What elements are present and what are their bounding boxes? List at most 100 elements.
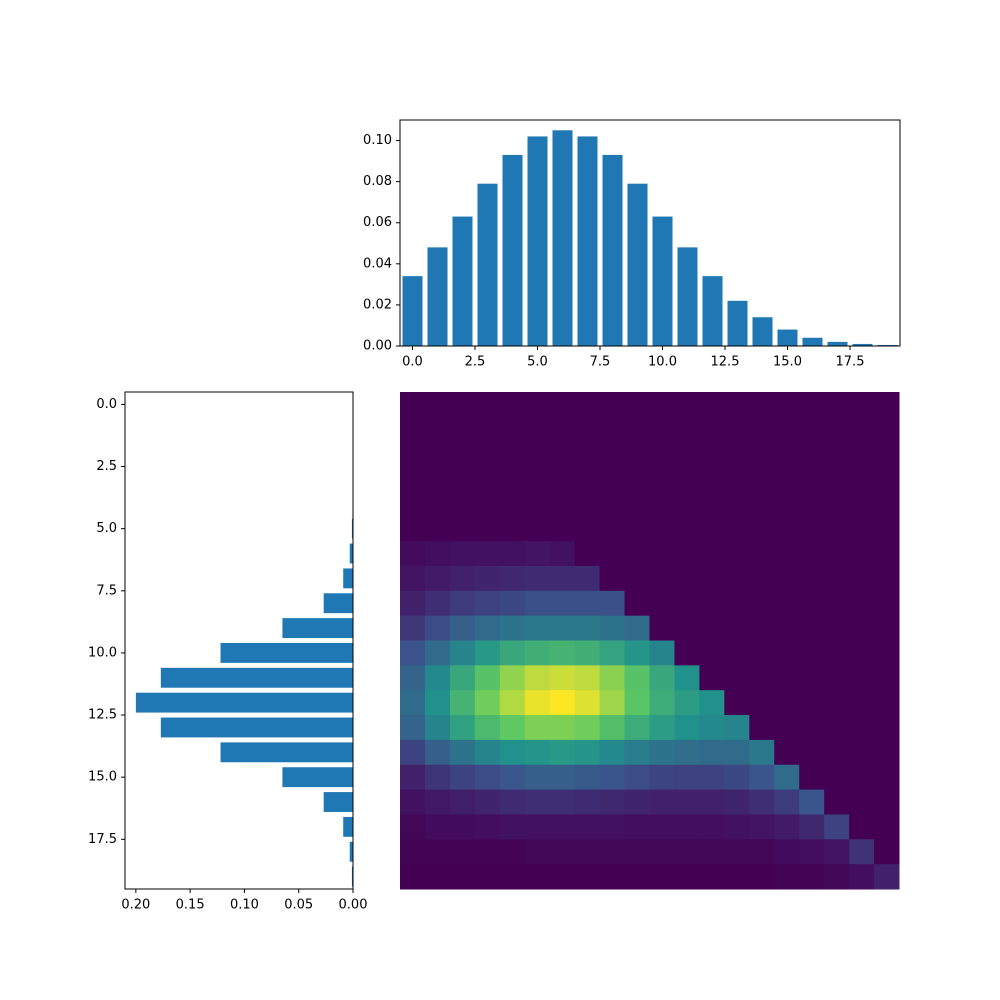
heatmap-cell	[474, 764, 501, 791]
heatmap-cell	[824, 665, 850, 691]
heatmap-cell	[774, 814, 800, 840]
heatmap-cell	[574, 814, 601, 840]
heatmap-cell	[574, 565, 601, 592]
heatmap-cell	[474, 640, 501, 666]
bar	[220, 642, 353, 663]
bar	[427, 247, 448, 346]
bar	[652, 216, 673, 346]
heatmap-cell	[699, 491, 725, 517]
heatmap-cell	[624, 416, 650, 443]
heatmap-cell	[599, 541, 626, 567]
heatmap-cell	[449, 690, 476, 716]
heatmap-cell	[824, 615, 850, 641]
heatmap-cell	[649, 392, 675, 418]
heatmap-cell	[424, 715, 451, 741]
bar	[677, 247, 698, 346]
bar	[349, 841, 353, 862]
heatmap-cell	[849, 590, 875, 617]
y-tick-label: 0.08	[363, 174, 392, 189]
heatmap-cell	[400, 590, 426, 617]
heatmap-cell	[824, 715, 850, 741]
heatmap-cell	[874, 789, 900, 815]
bar	[627, 183, 648, 346]
heatmap	[400, 392, 900, 890]
heatmap-cell	[400, 516, 426, 542]
y-tick-label: 2.5	[96, 459, 117, 474]
heatmap-cell	[749, 665, 775, 691]
heatmap-cell	[774, 739, 800, 766]
heatmap-cell	[524, 441, 551, 468]
heatmap-cell	[749, 565, 775, 592]
axis-frame	[124, 391, 354, 890]
heatmap-cell	[624, 739, 650, 766]
heatmap-cell	[424, 690, 451, 716]
bar	[452, 216, 473, 346]
heatmap-cell	[674, 491, 700, 517]
heatmap-cell	[424, 640, 451, 666]
heatmap-cell	[849, 491, 875, 517]
heatmap-cell	[474, 466, 501, 492]
x-tick-label: 0.20	[121, 898, 150, 913]
heatmap-cell	[824, 864, 850, 890]
x-tick-label: 0.00	[339, 898, 368, 913]
heatmap-cell	[649, 814, 675, 840]
y-tick-label: 0.02	[363, 297, 392, 312]
heatmap-cell	[574, 690, 601, 716]
heatmap-cell	[724, 466, 750, 492]
heatmap-cell	[799, 640, 825, 666]
bar	[702, 276, 723, 346]
heatmap-cell	[649, 565, 675, 592]
heatmap-cell	[499, 441, 526, 468]
heatmap-cell	[849, 392, 875, 418]
heatmap-cell	[674, 739, 700, 766]
heatmap-cell	[799, 491, 825, 517]
heatmap-cell	[674, 416, 700, 443]
heatmap-cell	[749, 516, 775, 542]
heatmap-cell	[624, 789, 650, 815]
heatmap-cell	[799, 764, 825, 791]
heatmap-cell	[849, 789, 875, 815]
heatmap-cell	[674, 640, 700, 666]
heatmap-cell	[449, 715, 476, 741]
heatmap-cell	[824, 541, 850, 567]
heatmap-cell	[699, 565, 725, 592]
heatmap-cell	[524, 416, 551, 443]
bar	[135, 692, 353, 713]
heatmap-cell	[874, 640, 900, 666]
heatmap-cell	[499, 590, 526, 617]
heatmap-cell	[824, 516, 850, 542]
heatmap-cell	[524, 491, 551, 517]
heatmap-cell	[724, 690, 750, 716]
heatmap-cell	[674, 466, 700, 492]
y-tick-label: 5.0	[96, 521, 117, 536]
bar	[527, 136, 548, 346]
heatmap-cell	[874, 814, 900, 840]
heatmap-cell	[474, 541, 501, 567]
heatmap-cell	[874, 491, 900, 517]
heatmap-cell	[524, 665, 551, 691]
heatmap-cell	[824, 491, 850, 517]
heatmap-cell	[724, 541, 750, 567]
bar	[477, 183, 498, 346]
heatmap-cell	[499, 491, 526, 517]
x-tick-label: 10.0	[648, 355, 677, 370]
heatmap-cell	[499, 739, 526, 766]
heatmap-cell	[749, 864, 775, 890]
heatmap-cell	[400, 615, 426, 641]
heatmap-cell	[849, 441, 875, 468]
heatmap-cell	[674, 764, 700, 791]
heatmap-cell	[400, 416, 426, 443]
heatmap-cell	[749, 690, 775, 716]
heatmap-cell	[874, 441, 900, 468]
heatmap-cell	[874, 839, 900, 865]
heatmap-cell	[874, 466, 900, 492]
heatmap-cell	[549, 814, 576, 840]
heatmap-cell	[549, 864, 576, 890]
heatmap-cell	[474, 864, 501, 890]
heatmap-cell	[424, 789, 451, 815]
bar	[343, 568, 353, 589]
heatmap-cell	[649, 739, 675, 766]
heatmap-cell	[649, 590, 675, 617]
heatmap-cell	[449, 789, 476, 815]
